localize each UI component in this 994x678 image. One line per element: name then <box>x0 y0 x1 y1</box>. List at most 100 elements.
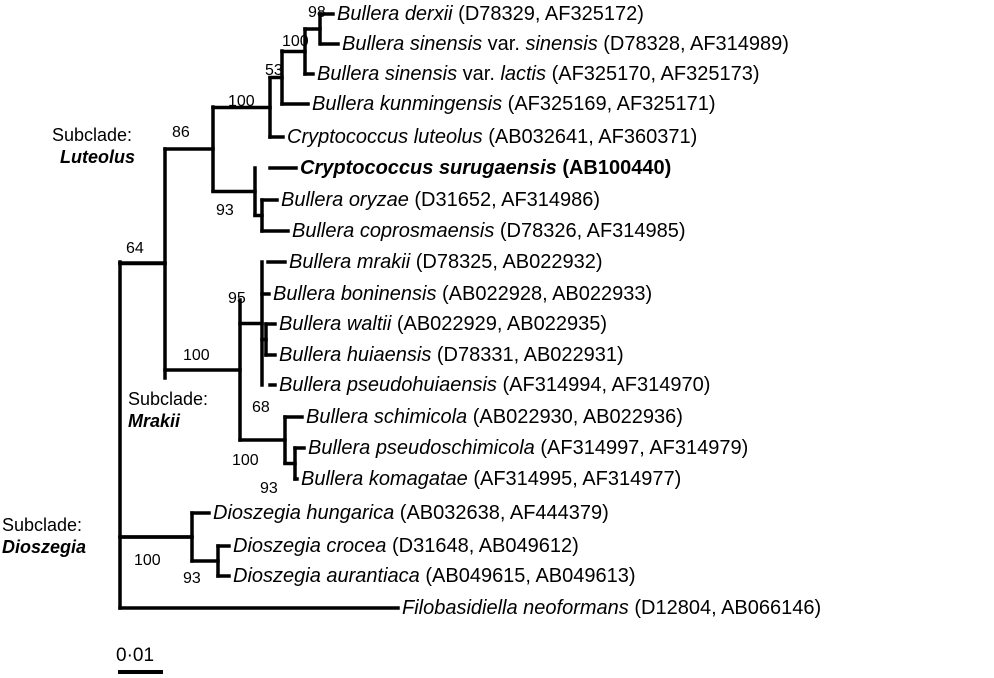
taxon-accession: (D78331, AB022931) <box>431 344 624 366</box>
taxon-accession: (D78326, AF314985) <box>494 220 686 242</box>
subclade-prefix: Subclade: <box>128 389 209 409</box>
taxon-accession: (AB049615, AB049613) <box>419 565 636 587</box>
bootstrap-value: 100 <box>232 452 259 469</box>
taxon-label: Bullera derxii (D78329, AF325172) <box>337 2 644 26</box>
taxon-accession: (D78329, AF325172) <box>452 3 644 25</box>
taxon-accession: (AF314997, AF314979) <box>534 437 749 459</box>
bootstrap-value: 100 <box>282 33 309 50</box>
taxon-genus: Bullera <box>317 63 385 85</box>
taxon-accession: (D31652, AF314986) <box>408 189 601 211</box>
subclade-label-dioszegia: Subclade: Dioszegia <box>2 514 86 558</box>
taxon-genus: Cryptococcus <box>287 126 414 148</box>
taxon-species: surugaensis <box>438 157 557 179</box>
taxon-species: pseudoschimicola <box>375 437 535 459</box>
taxon-species: neoformans <box>523 597 629 619</box>
taxon-genus: Dioszegia <box>233 565 327 587</box>
taxon-label: Bullera sinensis var. lactis (AF325170, … <box>317 62 760 86</box>
taxon-genus: Bullera <box>306 406 374 428</box>
taxon-species: boninensis <box>340 283 437 305</box>
taxon-label: Dioszegia hungarica (AB032638, AF444379) <box>213 501 609 525</box>
taxon-species: coprosmaensis <box>359 220 495 242</box>
taxon-variety: sinensis <box>525 33 598 55</box>
subclade-name: Luteolus <box>60 147 135 167</box>
taxon-species: schimicola <box>373 406 468 428</box>
bootstrap-value: 86 <box>172 124 190 141</box>
taxon-variety-label: var. <box>482 33 526 55</box>
taxon-label: Bullera pseudoschimicola (AF314997, AF31… <box>308 436 748 460</box>
taxon-accession: (AF325170, AF325173) <box>546 63 760 85</box>
taxon-species: huiaensis <box>346 344 432 366</box>
taxon-accession: (AB022930, AB022936) <box>467 406 683 428</box>
taxon-label: Bullera huiaensis (D78331, AB022931) <box>279 343 624 367</box>
taxon-accession: (AB022929, AB022935) <box>391 313 607 335</box>
taxon-genus: Bullera <box>342 33 410 55</box>
taxon-species: aurantiaca <box>326 565 420 587</box>
taxon-label: Bullera waltii (AB022929, AB022935) <box>279 312 607 336</box>
taxon-species: kunmingensis <box>379 93 503 115</box>
taxon-genus: Dioszegia <box>233 535 327 557</box>
taxon-genus: Bullera <box>279 374 347 396</box>
taxon-genus: Bullera <box>312 93 380 115</box>
taxon-genus: Bullera <box>337 3 405 25</box>
taxon-accession: (D78325, AB022932) <box>410 251 603 273</box>
bootstrap-value: 93 <box>183 570 201 587</box>
subclade-label-luteolus: Subclade: Luteolus <box>52 124 135 168</box>
scale-bar-label: 0·01 <box>116 645 155 666</box>
taxon-genus: Bullera <box>308 437 376 459</box>
taxon-species: derxii <box>404 3 453 25</box>
taxon-species: waltii <box>346 313 392 335</box>
taxon-label: Bullera coprosmaensis (D78326, AF314985) <box>292 219 686 243</box>
taxon-species: sinensis <box>384 63 458 85</box>
taxon-variety-label: var. <box>457 63 501 85</box>
bootstrap-value: 98 <box>308 4 326 21</box>
taxon-species: pseudohuiaensis <box>346 374 497 396</box>
bootstrap-value: 53 <box>265 62 283 79</box>
taxon-label: Bullera kunmingensis (AF325169, AF325171… <box>312 92 716 116</box>
subclade-prefix: Subclade: <box>2 515 83 535</box>
taxon-label: Bullera oryzae (D31652, AF314986) <box>281 188 600 212</box>
taxon-genus: Dioszegia <box>213 502 307 524</box>
taxon-genus: Bullera <box>279 313 347 335</box>
taxon-label: Dioszegia crocea (D31648, AB049612) <box>233 534 579 558</box>
taxon-label: Dioszegia aurantiaca (AB049615, AB049613… <box>233 564 636 588</box>
taxon-label: Bullera schimicola (AB022930, AB022936) <box>306 405 683 429</box>
bootstrap-value: 93 <box>260 480 278 497</box>
taxon-species: crocea <box>326 535 387 557</box>
taxon-accession: (AB032641, AF360371) <box>482 126 698 148</box>
taxon-label: Bullera sinensis var. sinensis (D78328, … <box>342 32 789 56</box>
taxon-species: mrakii <box>356 251 411 273</box>
taxon-genus: Filobasidiella <box>402 597 524 619</box>
taxon-label: Bullera komagatae (AF314995, AF314977) <box>301 467 681 491</box>
bootstrap-value: 93 <box>216 202 234 219</box>
bootstrap-value: 64 <box>126 240 144 257</box>
taxon-species: luteolus <box>413 126 483 148</box>
taxon-accession: (D12804, AB066146) <box>628 597 822 619</box>
taxon-genus: Bullera <box>279 344 347 366</box>
subclade-name: Mrakii <box>128 411 181 431</box>
taxon-species: sinensis <box>409 33 483 55</box>
taxon-label: Bullera mrakii (D78325, AB022932) <box>289 250 603 274</box>
bootstrap-value: 100 <box>228 93 255 110</box>
taxon-variety: lactis <box>500 63 547 85</box>
taxon-label: Filobasidiella neoformans (D12804, AB066… <box>402 596 821 620</box>
taxon-genus: Bullera <box>301 468 369 490</box>
taxon-accession: (AF325169, AF325171) <box>502 93 716 115</box>
taxon-label: Bullera pseudohuiaensis (AF314994, AF314… <box>279 373 710 397</box>
bootstrap-value: 95 <box>228 290 246 307</box>
taxon-genus: Bullera <box>273 283 341 305</box>
subclade-name: Dioszegia <box>2 537 87 557</box>
taxon-accession: (D78328, AF314989) <box>597 33 789 55</box>
subclade-label-mrakii: Subclade: Mrakii <box>128 388 208 432</box>
taxon-accession: (AB022928, AB022933) <box>436 283 653 305</box>
taxon-species: komagatae <box>368 468 468 490</box>
bootstrap-value: 100 <box>134 552 161 569</box>
taxon-genus: Bullera <box>292 220 360 242</box>
taxon-genus: Cryptococcus <box>300 157 439 179</box>
taxon-accession: (D31648, AB049612) <box>386 535 579 557</box>
taxon-label: Cryptococcus luteolus (AB032641, AF36037… <box>287 125 697 149</box>
taxon-species: oryzae <box>348 189 409 211</box>
taxon-accession: (AB032638, AF444379) <box>394 502 609 524</box>
taxon-label: Cryptococcus surugaensis (AB100440) <box>300 156 671 180</box>
taxon-accession: (AF314995, AF314977) <box>467 468 682 490</box>
